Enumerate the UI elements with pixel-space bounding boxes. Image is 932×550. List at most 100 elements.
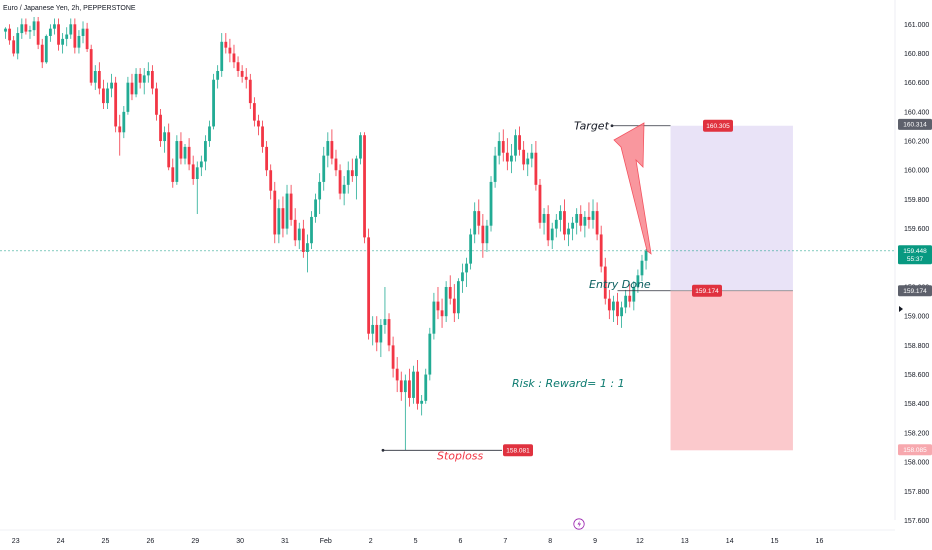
candle — [452, 284, 456, 323]
candle — [395, 357, 399, 393]
candle-body — [481, 225, 485, 244]
candle — [110, 73, 113, 98]
candle-body — [583, 216, 587, 226]
candle — [387, 313, 391, 352]
candle — [456, 278, 460, 320]
candle — [183, 143, 187, 165]
candle — [212, 73, 215, 130]
price-tick-label: 158.400 — [904, 401, 929, 408]
candle — [399, 371, 403, 401]
event-lightning-icon — [573, 518, 585, 530]
candle-body — [159, 114, 162, 142]
candle-body — [632, 286, 636, 302]
candle-body — [595, 211, 599, 235]
candle-body — [408, 380, 411, 398]
candle — [371, 316, 375, 346]
candle-body — [24, 24, 28, 32]
candle-body — [342, 184, 346, 194]
candle — [350, 158, 354, 182]
candle-body — [379, 324, 383, 343]
candle — [583, 211, 587, 238]
candle-body — [363, 135, 366, 238]
candle — [505, 138, 509, 171]
time-axis[interactable]: 2223242526293031Feb2567891213141516 — [0, 518, 895, 545]
candle — [261, 120, 264, 153]
candle — [179, 132, 183, 165]
time-tick-label: 15 — [771, 538, 779, 545]
candle — [232, 44, 236, 69]
candle — [432, 292, 436, 340]
candle — [473, 202, 477, 244]
candle — [326, 132, 330, 168]
candle-body — [603, 266, 607, 299]
risk-reward-label: Risk : Reward= 1 : 1 — [512, 377, 625, 390]
candle-body — [277, 208, 281, 235]
candle-body — [248, 79, 252, 104]
candle — [534, 141, 538, 191]
candle — [310, 211, 313, 250]
candle — [81, 21, 85, 44]
candle — [550, 222, 554, 250]
candle — [36, 17, 40, 50]
price-tick-label: 157.800 — [904, 489, 929, 496]
candle — [277, 199, 281, 244]
time-tick-label: 26 — [146, 538, 154, 545]
candle-body — [318, 181, 322, 200]
candle — [65, 27, 69, 47]
candle-body — [265, 146, 269, 171]
candle-body — [142, 75, 146, 83]
candle-body — [89, 49, 93, 83]
candle — [236, 56, 240, 77]
candle — [244, 68, 248, 89]
candle — [538, 178, 542, 229]
candle — [428, 327, 432, 381]
drawings[interactable]: 160.305 159.174 158.081 Target Entry Done Sto… — [381, 120, 733, 463]
candle — [93, 65, 97, 90]
candle — [571, 216, 575, 241]
entry-price-tag: 159.174 — [692, 284, 722, 297]
time-tick-label: 2 — [369, 538, 373, 545]
price-axis[interactable]: 161.000 160.800 160.600 160.400 160.200 160.0… — [894, 0, 932, 550]
candle-body — [424, 374, 428, 401]
candle — [591, 199, 595, 229]
candle-body — [138, 73, 142, 83]
candle — [595, 202, 599, 241]
candle — [375, 316, 379, 352]
candle-body — [456, 281, 460, 314]
candle — [216, 65, 220, 89]
candle-body — [448, 286, 452, 299]
price-tick-label: 160.000 — [904, 168, 929, 175]
candle-body — [36, 21, 40, 45]
candle — [28, 25, 32, 39]
candle-body — [118, 126, 122, 133]
candle — [220, 33, 224, 77]
candle — [575, 208, 579, 235]
candle-body — [550, 228, 554, 241]
candle-body — [383, 319, 387, 325]
candle-body — [485, 225, 489, 244]
candle — [130, 73, 134, 101]
candle-body — [57, 24, 60, 45]
candle — [114, 76, 118, 133]
candle — [48, 24, 52, 42]
candle — [599, 225, 603, 273]
candle — [289, 184, 293, 226]
candle — [89, 44, 93, 86]
candle-body — [232, 53, 236, 63]
candle — [518, 126, 521, 156]
candle-body — [191, 164, 195, 179]
candle-body — [567, 228, 570, 235]
candle-body — [314, 199, 317, 217]
candle-body — [73, 24, 77, 48]
time-tick-label: 8 — [548, 538, 552, 545]
candle-body — [110, 82, 113, 89]
candle-body — [546, 214, 550, 241]
candle — [265, 141, 269, 177]
time-tick-label: 12 — [636, 538, 644, 545]
candle-body — [244, 76, 248, 80]
candle — [558, 205, 562, 232]
candle — [167, 123, 171, 171]
candle-body — [510, 155, 513, 162]
time-tick-label: 24 — [57, 538, 65, 545]
